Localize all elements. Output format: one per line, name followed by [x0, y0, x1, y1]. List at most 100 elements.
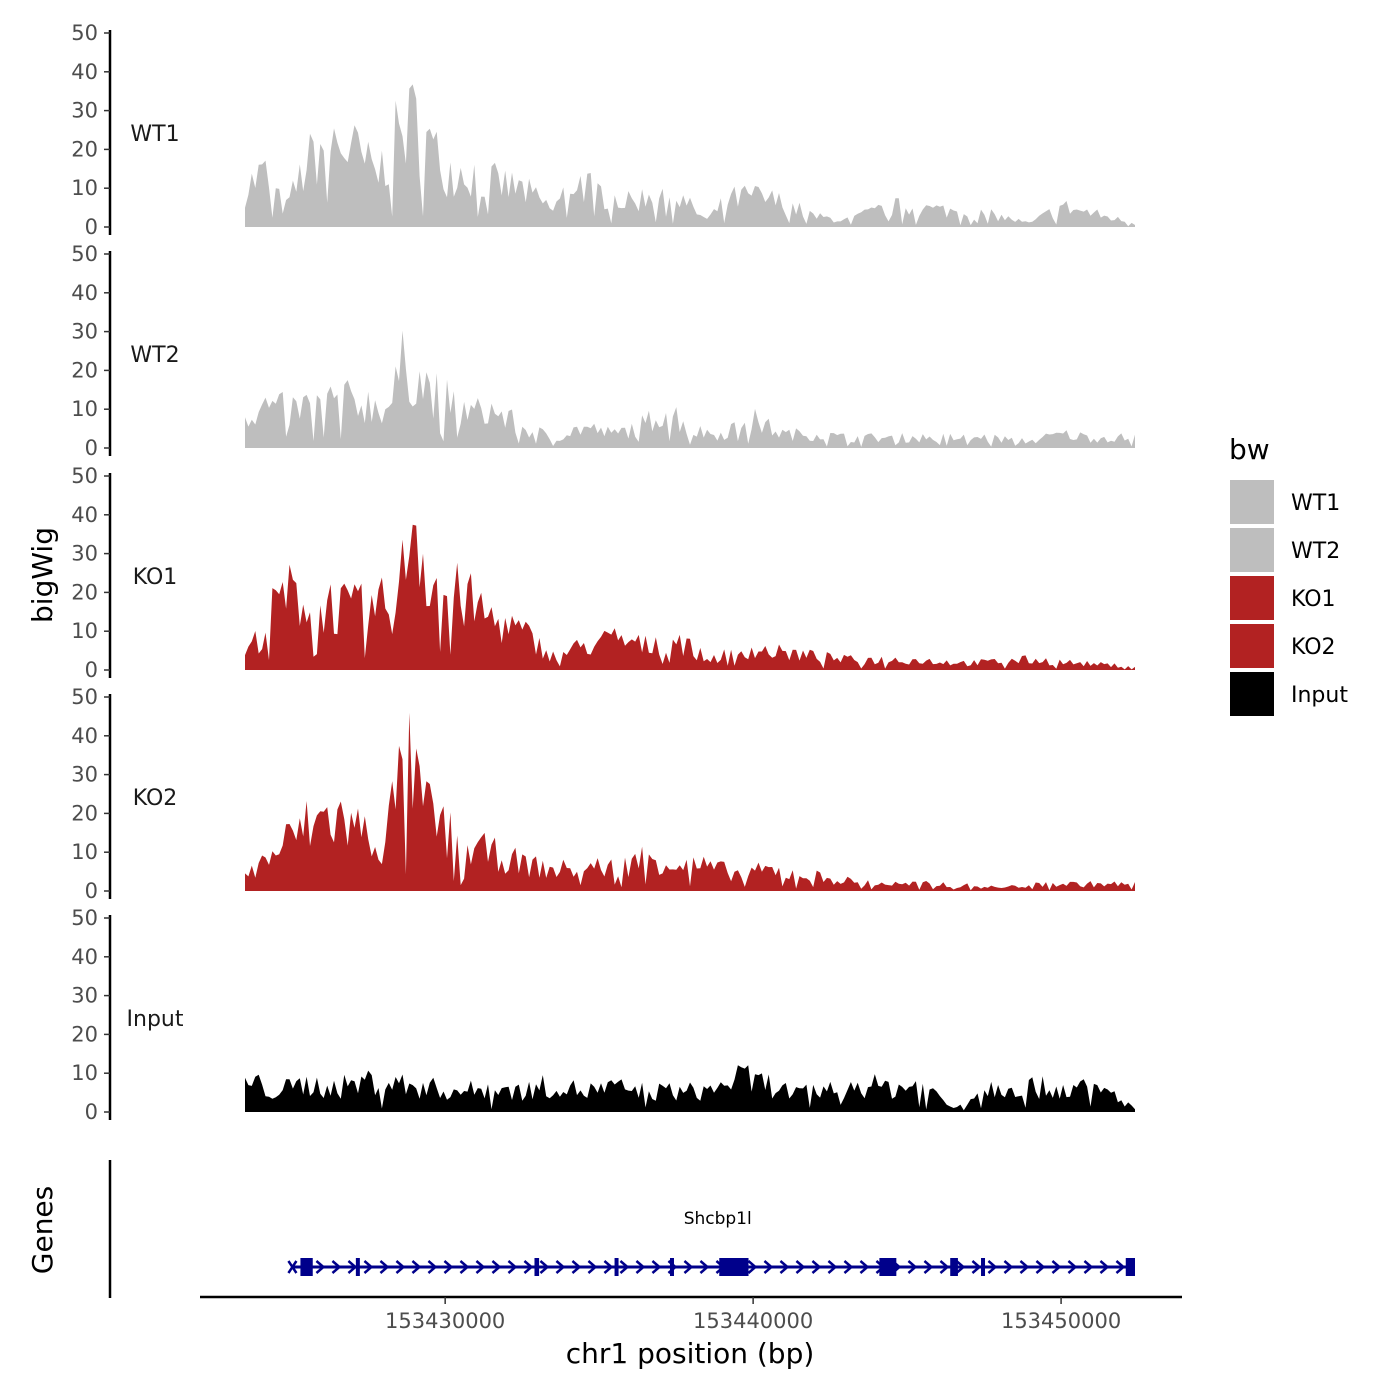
y-tick-label: 50: [71, 242, 98, 266]
y-tick-label: 50: [71, 685, 98, 709]
y-tick-label: 40: [71, 724, 98, 748]
exon: [719, 1258, 749, 1276]
strand-chevron: [923, 1260, 934, 1274]
x-tick-label: 153440000: [693, 1309, 813, 1333]
y-tick-label: 20: [71, 137, 98, 161]
genes-panel: Shcbp1l: [108, 1160, 1135, 1298]
track-label: Input: [127, 1007, 184, 1032]
strand-chevron: [907, 1260, 918, 1274]
strand-chevron: [379, 1260, 390, 1274]
strand-chevron: [747, 1260, 758, 1274]
y-tick-label: 0: [85, 879, 98, 903]
y-tick-label: 50: [71, 464, 98, 488]
legend-swatch-wt1: [1230, 480, 1274, 524]
y-tick-label: 10: [71, 840, 98, 864]
strand-chevron: [587, 1260, 598, 1274]
signal-area-input: [245, 1065, 1135, 1112]
strand-chevron: [1003, 1260, 1014, 1274]
strand-chevron: [427, 1260, 438, 1274]
strand-chevron: [475, 1260, 486, 1274]
x-axis: 153430000 153440000 153450000: [200, 1295, 1182, 1333]
strand-chevron: [443, 1260, 454, 1274]
legend-swatch-ko1: [1230, 576, 1274, 620]
legend-label-ko1: KO1: [1291, 587, 1336, 612]
strand-chevron: [843, 1260, 854, 1274]
y-tick-label: 10: [71, 619, 98, 643]
strand-chevron: [859, 1260, 870, 1274]
strand-chevron: [955, 1260, 966, 1274]
strand-chevron: [971, 1260, 982, 1274]
strand-chevron: [603, 1260, 614, 1274]
x-axis-title: chr1 position (bp): [566, 1337, 815, 1370]
exon: [300, 1258, 313, 1276]
gene-shcbp1l: Shcbp1l: [287, 1209, 1135, 1276]
signal-area-wt1: [245, 84, 1135, 228]
y-tick-label: 0: [85, 658, 98, 682]
y-tick-label: 40: [71, 503, 98, 527]
exon: [981, 1258, 986, 1276]
y-tick-label: 0: [85, 436, 98, 460]
genes-track-label: Genes: [26, 1186, 59, 1274]
strand-chevron: [987, 1260, 998, 1274]
strand-chevron: [651, 1260, 662, 1274]
tracks-group: 0 10 20 30 40 50 WT1 0 10 20 30 40 50 WT2 0 10 20 30 40 50 K…: [71, 21, 1135, 1124]
strand-chevron: [523, 1260, 534, 1274]
y-tick-label: 0: [85, 1100, 98, 1124]
y-tick-label: 10: [71, 176, 98, 200]
strand-chevron: [699, 1260, 710, 1274]
y-tick-label: 50: [71, 906, 98, 930]
strand-start-mark: [287, 1260, 298, 1274]
y-tick-label: 40: [71, 60, 98, 84]
strand-chevron: [395, 1260, 406, 1274]
legend-label-input: Input: [1291, 683, 1348, 708]
exon: [1125, 1258, 1135, 1276]
strand-chevron: [683, 1260, 694, 1274]
legend-label-wt1: WT1: [1291, 491, 1340, 516]
strand-chevron: [555, 1260, 566, 1274]
y-tick-label: 30: [71, 763, 98, 787]
strand-chevron: [411, 1260, 422, 1274]
strand-chevron: [795, 1260, 806, 1274]
track-ko1: 0 10 20 30 40 50 KO1: [71, 464, 1135, 682]
legend-label-wt2: WT2: [1291, 539, 1340, 564]
strand-chevron: [571, 1260, 582, 1274]
y-tick-label: 30: [71, 984, 98, 1008]
track-label: KO1: [133, 565, 178, 590]
exon: [534, 1258, 540, 1276]
legend: bw WT1 WT2 KO1 KO2 Input: [1229, 433, 1348, 716]
y-tick-label: 10: [71, 397, 98, 421]
y-tick-label: 40: [71, 281, 98, 305]
strand-chevron: [1083, 1260, 1094, 1274]
y-tick-label: 20: [71, 358, 98, 382]
signal-area-ko2: [245, 712, 1135, 891]
strand-chevron: [1099, 1260, 1110, 1274]
strand-chevron: [763, 1260, 774, 1274]
strand-chevron: [811, 1260, 822, 1274]
strand-chevron: [491, 1260, 502, 1274]
track-wt2: 0 10 20 30 40 50 WT2: [71, 242, 1135, 460]
signal-area-ko1: [245, 524, 1135, 670]
y-tick-label: 10: [71, 1061, 98, 1085]
x-tick-label: 153430000: [385, 1309, 505, 1333]
track-wt1: 0 10 20 30 40 50 WT1: [71, 21, 1135, 239]
exon: [614, 1258, 619, 1276]
strand-chevron: [1067, 1260, 1078, 1274]
y-tick-label: 20: [71, 580, 98, 604]
exon: [669, 1258, 674, 1276]
y-tick-label: 20: [71, 801, 98, 825]
strand-chevron: [347, 1260, 358, 1274]
y-tick-label: 0: [85, 215, 98, 239]
strand-chevron: [459, 1260, 470, 1274]
strand-chevron: [635, 1260, 646, 1274]
y-tick-label: 20: [71, 1022, 98, 1046]
strand-chevron: [363, 1260, 374, 1274]
strand-chevron: [1035, 1260, 1046, 1274]
strand-chevron: [507, 1260, 518, 1274]
gene-name-label: Shcbp1l: [684, 1209, 752, 1229]
strand-chevron: [1019, 1260, 1030, 1274]
legend-swatch-ko2: [1230, 624, 1274, 668]
strand-chevron: [315, 1260, 326, 1274]
y-tick-label: 30: [71, 542, 98, 566]
y-axis-title: bigWig: [26, 527, 59, 623]
